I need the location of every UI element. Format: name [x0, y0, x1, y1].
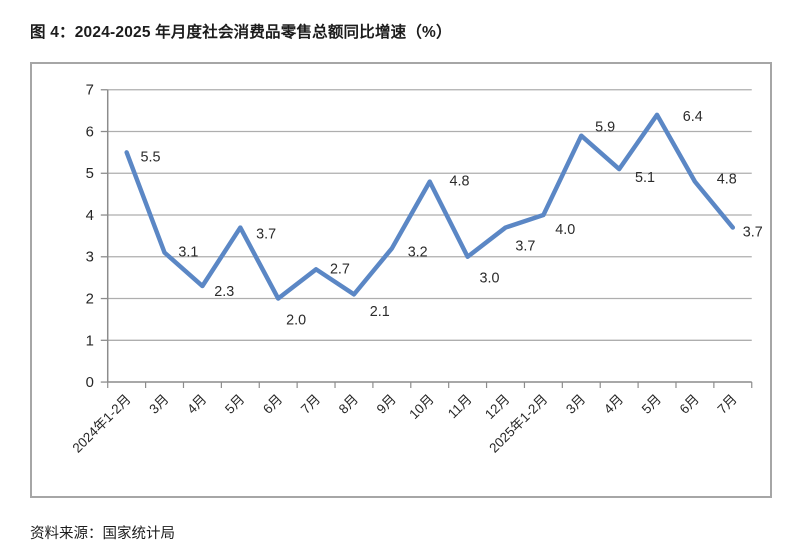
- source-note: 资料来源：国家统计局: [30, 526, 175, 542]
- x-tick-label: 6月: [677, 391, 702, 416]
- y-tick-label: 7: [86, 83, 94, 99]
- x-tick-label: 11月: [445, 391, 475, 421]
- data-label: 3.7: [515, 238, 535, 254]
- x-tick-label: 6月: [260, 391, 285, 416]
- line-chart: 0 1 2 3 4 5 6 7 2024年1-2月 3月 4月 5月 6月 7月 8月 9月 10月 11月 12月…: [70, 83, 763, 456]
- data-label: 3.0: [480, 271, 500, 287]
- data-label: 3.1: [178, 245, 198, 261]
- data-label: 5.1: [635, 170, 655, 186]
- data-label: 4.0: [555, 222, 575, 238]
- x-tick-label: 9月: [374, 391, 399, 416]
- y-tick-label: 0: [86, 375, 94, 391]
- data-label: 2.7: [330, 261, 350, 277]
- y-tick-label: 5: [86, 166, 94, 182]
- x-tick-label: 7月: [715, 391, 740, 416]
- y-tick-label: 4: [86, 208, 94, 224]
- y-tick-label: 3: [86, 250, 94, 266]
- x-tick-label: 4月: [601, 391, 626, 416]
- data-label: 3.2: [408, 244, 428, 260]
- data-label: 4.8: [450, 174, 470, 190]
- x-tick-label: 3月: [146, 391, 171, 416]
- series-line: [124, 112, 736, 301]
- x-tick-label: 7月: [298, 391, 323, 416]
- data-label: 3.7: [743, 224, 763, 240]
- data-label: 2.1: [370, 304, 390, 320]
- x-tick-label: 3月: [563, 391, 588, 416]
- x-tick-label: 4月: [184, 391, 209, 416]
- data-label: 3.7: [256, 226, 276, 242]
- data-label: 2.0: [286, 312, 306, 328]
- x-tick-label: 12月: [482, 391, 513, 422]
- x-tick-label: 5月: [222, 391, 247, 416]
- data-label: 6.4: [683, 109, 703, 125]
- chart-caption: 图 4：2024-2025 年月度社会消费品零售总额同比增速（%）: [30, 24, 452, 41]
- chart-frame: 0 1 2 3 4 5 6 7 2024年1-2月 3月 4月 5月 6月 7月 8月 9月 10月 11月 12月…: [30, 62, 772, 498]
- x-tick-label: 2024年1-2月: [70, 391, 134, 455]
- data-label: 5.9: [595, 120, 615, 136]
- data-label: 4.8: [717, 172, 737, 188]
- x-tick-label: 8月: [336, 391, 361, 416]
- y-tick-label: 6: [86, 124, 94, 140]
- y-tick-label: 1: [86, 333, 94, 349]
- y-tick-label: 2: [86, 291, 94, 307]
- data-label: 5.5: [141, 149, 161, 165]
- x-tick-label: 5月: [639, 391, 664, 416]
- data-label: 2.3: [214, 284, 234, 300]
- x-tick-label: 10月: [406, 391, 437, 422]
